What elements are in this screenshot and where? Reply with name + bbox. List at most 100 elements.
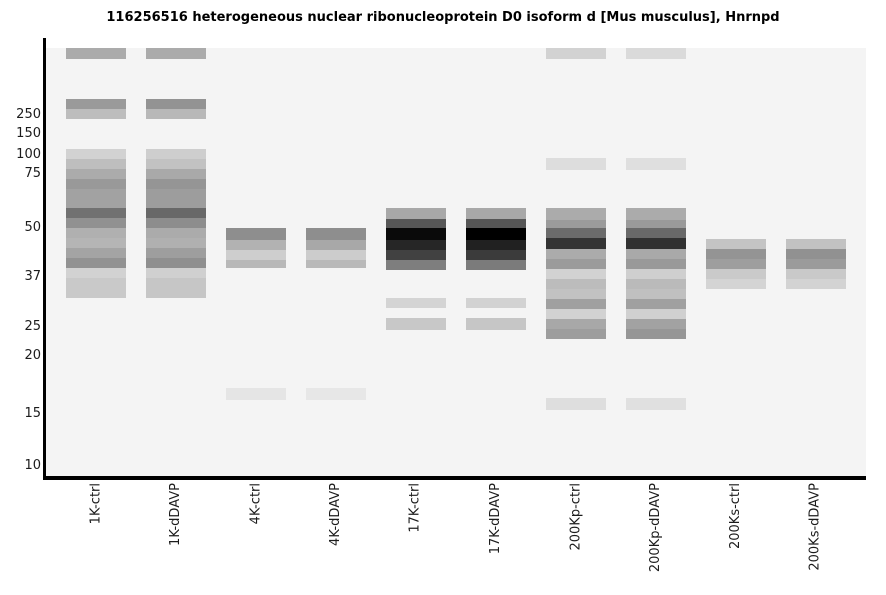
gel-lane [306, 48, 366, 476]
gel-band [66, 179, 126, 189]
gel-band [146, 48, 206, 59]
gel-band [226, 228, 286, 240]
gel-band [146, 228, 206, 238]
gel-band [626, 269, 686, 279]
gel-band [546, 238, 606, 249]
gel-band [466, 298, 526, 308]
gel-band [626, 249, 686, 259]
plot-area [46, 48, 866, 476]
gel-band [626, 220, 686, 228]
x-lane-label: 200Ks-dDAVP [808, 483, 823, 571]
gel-band [546, 249, 606, 259]
gel-band [786, 259, 846, 269]
gel-band [66, 278, 126, 298]
figure-title: 116256516 heterogeneous nuclear ribonucl… [106, 10, 780, 25]
gel-band [146, 268, 206, 278]
gel-band [146, 208, 206, 218]
gel-band [786, 279, 846, 289]
gel-band [306, 388, 366, 400]
gel-lane [146, 48, 206, 476]
gel-band [226, 388, 286, 400]
y-tick-label: 37 [24, 269, 41, 284]
gel-band [466, 250, 526, 260]
y-tick-label: 250 [16, 107, 41, 122]
gel-band [66, 248, 126, 258]
y-tick-label: 150 [16, 126, 41, 141]
gel-band [546, 398, 606, 410]
gel-band [706, 279, 766, 289]
gel-band [66, 238, 126, 248]
gel-band [146, 218, 206, 228]
gel-band [146, 278, 206, 298]
gel-band [546, 269, 606, 279]
gel-band [386, 298, 446, 308]
gel-band [706, 259, 766, 269]
gel-band [706, 269, 766, 279]
gel-band [146, 169, 206, 179]
y-tick-label: 100 [16, 147, 41, 162]
gel-band [546, 289, 606, 299]
gel-band [626, 228, 686, 238]
y-tick-label: 20 [24, 348, 41, 363]
gel-band [466, 318, 526, 330]
gel-band [546, 309, 606, 319]
gel-band [66, 268, 126, 278]
y-tick-label: 25 [24, 319, 41, 334]
gel-lane [706, 48, 766, 476]
gel-band [146, 99, 206, 109]
x-lane-label: 4K-dDAVP [328, 483, 343, 546]
y-axis-line [43, 38, 46, 480]
gel-lane [66, 48, 126, 476]
gel-band [66, 159, 126, 169]
gel-lane [466, 48, 526, 476]
x-lane-label: 1K-dDAVP [168, 483, 183, 546]
x-lane-label: 4K-ctrl [248, 483, 263, 525]
gel-band [626, 319, 686, 329]
gel-band [146, 109, 206, 119]
gel-band [546, 329, 606, 339]
gel-band [706, 239, 766, 249]
x-axis-line [43, 476, 866, 480]
x-lane-label: 17K-ctrl [408, 483, 423, 533]
gel-band [466, 228, 526, 240]
gel-band [386, 250, 446, 260]
gel-band [626, 259, 686, 269]
gel-band [386, 228, 446, 240]
gel-band [386, 240, 446, 250]
x-lane-label: 17K-dDAVP [488, 483, 503, 555]
gel-band [306, 240, 366, 250]
gel-band [546, 259, 606, 269]
gel-band [626, 48, 686, 59]
gel-band [786, 239, 846, 249]
gel-band [786, 249, 846, 259]
gel-band [146, 159, 206, 169]
gel-band [146, 189, 206, 208]
gel-band [146, 149, 206, 159]
gel-band [626, 398, 686, 410]
gel-lane [626, 48, 686, 476]
gel-band [146, 248, 206, 258]
gel-band [226, 250, 286, 260]
x-lane-label: 200Kp-dDAVP [648, 483, 663, 573]
gel-band [786, 269, 846, 279]
gel-band [546, 48, 606, 59]
gel-band [546, 279, 606, 289]
y-tick-label: 50 [24, 220, 41, 235]
gel-lane [786, 48, 846, 476]
gel-band [626, 289, 686, 299]
gel-band [466, 208, 526, 219]
gel-band [546, 220, 606, 228]
gel-band [306, 260, 366, 268]
gel-band [66, 149, 126, 159]
gel-lane [226, 48, 286, 476]
gel-band [626, 208, 686, 220]
gel-lane [386, 48, 446, 476]
y-tick-label: 10 [24, 458, 41, 473]
gel-band [626, 238, 686, 249]
gel-band [626, 279, 686, 289]
gel-band [146, 179, 206, 189]
gel-band [546, 208, 606, 220]
gel-band [306, 250, 366, 260]
gel-band [66, 208, 126, 218]
